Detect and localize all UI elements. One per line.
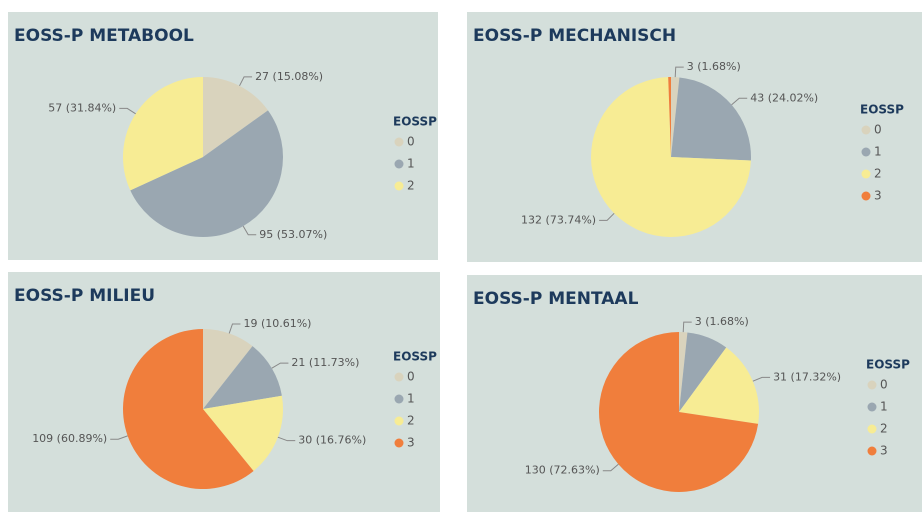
legend-marker <box>394 137 404 147</box>
pie-slice <box>122 77 203 191</box>
legend-marker <box>394 438 404 448</box>
data-label: 3 (1.68%) <box>695 315 749 328</box>
pie-slice <box>122 329 254 489</box>
legend-marker <box>861 169 871 179</box>
leader-line <box>602 463 619 472</box>
data-label: 95 (53.07%) <box>259 228 327 241</box>
data-label: 109 (60.89%) <box>32 432 107 445</box>
leader-line <box>752 376 771 382</box>
pie-slice <box>679 347 760 424</box>
legend-entry: 0 <box>407 370 415 384</box>
legend-title: EOSSP <box>393 350 437 364</box>
chart-title: EOSS-P METABOOL <box>14 26 194 46</box>
leader-line <box>731 97 748 106</box>
leader-line <box>242 225 257 236</box>
legend-entry: 1 <box>880 400 888 414</box>
pie-slice <box>203 346 282 409</box>
data-label: 19 (10.61%) <box>243 317 311 330</box>
pie-slice <box>671 77 680 157</box>
legend-entry: 0 <box>874 123 882 137</box>
legend-title: EOSSP <box>393 115 437 129</box>
pie-slice <box>679 332 727 412</box>
legend-entry: 3 <box>880 444 888 458</box>
legend-title: EOSSP <box>866 358 910 372</box>
legend-entry: 3 <box>874 189 882 203</box>
pie-slice <box>130 110 284 237</box>
legend-marker <box>867 424 877 434</box>
legend-title: EOSSP <box>860 103 904 117</box>
legend-marker <box>867 402 877 412</box>
leader-line <box>277 436 296 442</box>
legend-marker <box>394 394 404 404</box>
data-label: 30 (16.76%) <box>298 434 366 447</box>
pie-slice <box>599 332 759 493</box>
leader-line <box>228 323 241 334</box>
data-label: 43 (24.02%) <box>750 91 818 104</box>
leader-line <box>674 66 684 78</box>
pie-slice <box>671 77 751 161</box>
chart-title: EOSS-P MILIEU <box>14 286 155 306</box>
legend-entry: 0 <box>407 135 415 149</box>
legend-entry: 1 <box>407 157 415 171</box>
pie-slice <box>203 77 268 157</box>
pie-slice <box>203 329 253 409</box>
leader-line <box>239 76 253 87</box>
legend-marker <box>861 147 871 157</box>
leader-line <box>682 321 692 333</box>
legend-entry: 2 <box>874 167 882 181</box>
legend-marker <box>861 191 871 201</box>
legend-marker <box>394 159 404 169</box>
leader-line <box>271 362 289 369</box>
legend-entry: 1 <box>874 145 882 159</box>
data-label: 31 (17.32%) <box>773 370 841 383</box>
pie-slice <box>668 77 671 157</box>
legend-entry: 1 <box>407 392 415 406</box>
leader-line <box>110 435 128 440</box>
data-label: 132 (73.74%) <box>521 213 596 226</box>
data-label: 3 (1.68%) <box>687 60 741 73</box>
legend-entry: 2 <box>407 179 415 193</box>
leader-line <box>599 212 615 221</box>
pie-slice <box>591 77 751 237</box>
data-label: 130 (72.63%) <box>525 464 600 477</box>
legend-entry: 0 <box>880 378 888 392</box>
data-label: 21 (11.73%) <box>291 356 359 369</box>
data-label: 57 (31.84%) <box>48 101 116 114</box>
legend-marker <box>394 181 404 191</box>
legend-entry: 2 <box>880 422 888 436</box>
legend-entry: 3 <box>407 436 415 450</box>
pie-slice <box>203 395 283 471</box>
data-label: 27 (15.08%) <box>255 70 323 83</box>
chart-title: EOSS-P MECHANISCH <box>473 26 676 46</box>
chart-title: EOSS-P MENTAAL <box>473 289 639 309</box>
legend-marker <box>867 380 877 390</box>
pie-slice <box>679 332 688 412</box>
legend-marker <box>867 446 877 456</box>
legend-entry: 2 <box>407 414 415 428</box>
legend-marker <box>394 416 404 426</box>
leader-line <box>119 107 136 115</box>
legend-marker <box>394 372 404 382</box>
legend-marker <box>861 125 871 135</box>
